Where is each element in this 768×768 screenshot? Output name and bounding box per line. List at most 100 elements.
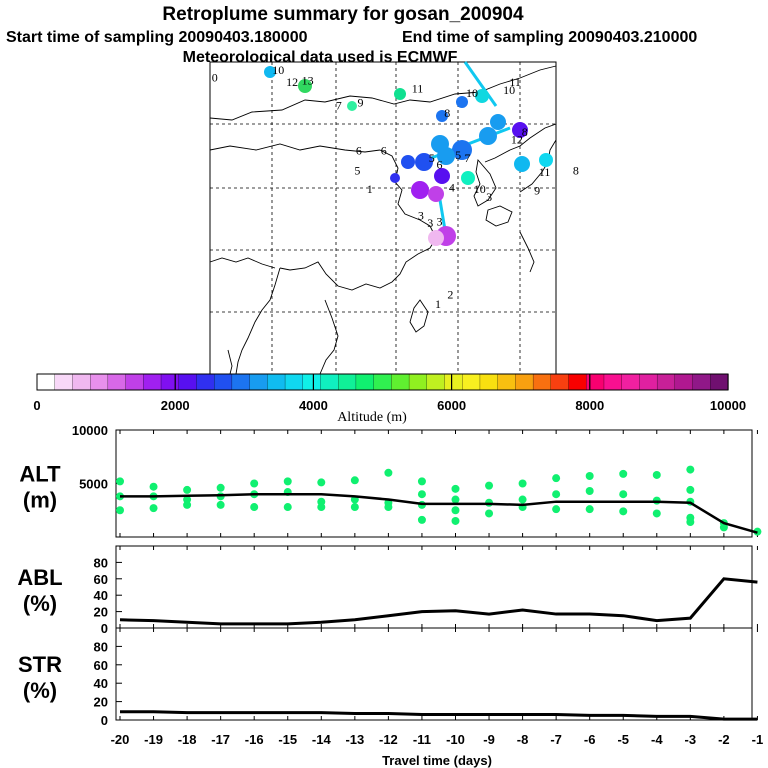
panel-ylabel: ALT — [19, 462, 61, 487]
colorbar-cell — [72, 373, 91, 391]
alt-point — [317, 478, 326, 487]
trajectory-path — [463, 61, 498, 107]
end-time-label: End time of sampling 20090403.210000 — [402, 29, 697, 46]
colorbar-tick-label: 2000 — [161, 398, 190, 413]
x-tick-label: -1 — [752, 732, 764, 747]
alt-point — [585, 505, 594, 514]
colorbar-cell — [373, 373, 393, 391]
trajectory-label: 0 — [212, 71, 218, 85]
colorbar-cell — [36, 373, 56, 391]
plume-circle — [298, 79, 312, 93]
colorbar-cell — [249, 373, 268, 391]
colorbar-cell — [320, 373, 339, 391]
alt-point — [350, 503, 359, 512]
panel-frame — [115, 545, 753, 629]
trajectory-label: 6 — [381, 143, 387, 157]
x-tick-label: -7 — [550, 732, 562, 747]
trajectory-label: 6 — [437, 157, 443, 171]
colorbar-cell — [408, 373, 428, 391]
plume-circle — [475, 89, 489, 103]
colorbar-cell — [621, 373, 641, 391]
alt-point — [116, 506, 124, 515]
start-time-label: Start time of sampling 20090403.180000 — [6, 29, 308, 46]
colorbar-cell — [355, 373, 375, 391]
plume-circle — [431, 135, 449, 153]
alt-point — [552, 474, 561, 483]
trajectory-label: 9 — [357, 95, 363, 109]
plume-circle — [512, 122, 528, 138]
y-tick-label: 40 — [94, 676, 108, 691]
y-tick-label: 60 — [94, 658, 108, 673]
colorbar-ticks: 0 2000 4000 6000 8000 10000 — [33, 374, 746, 413]
y-tick-label: 0 — [101, 621, 108, 636]
trajectory-label: 5 — [455, 148, 461, 162]
coastlines — [209, 65, 557, 375]
colorbar-cell — [214, 373, 233, 391]
colorbar-cell — [426, 373, 446, 391]
trajectory-label: 4 — [449, 181, 455, 195]
alt-point — [686, 518, 695, 527]
alt-point — [585, 486, 594, 495]
colorbar-cell — [710, 373, 729, 391]
alt-point — [652, 509, 661, 518]
plume-circle — [452, 140, 472, 160]
panel-ylabel-unit: (m) — [23, 488, 57, 513]
x-tick-label: -14 — [312, 732, 332, 747]
y-tick-label: 80 — [94, 555, 108, 570]
x-axis-ticks: -20 -19 -18 -17 -16 -15 -14 -13 -12 -11 -10 -9 -8 -7 -… — [111, 732, 764, 747]
plume-circle — [411, 181, 429, 199]
colorbar-cell — [391, 373, 410, 391]
colorbar-tick-label: 8000 — [575, 398, 604, 413]
trajectory-label: 11 — [539, 165, 551, 179]
trajectory-label: 10 — [272, 63, 284, 77]
alt-point — [317, 503, 326, 512]
panel-ylabel-unit: (%) — [23, 591, 57, 616]
plume-circle — [264, 66, 276, 78]
trajectory-label: 6 — [356, 143, 362, 157]
colorbar-tick-label: 4000 — [299, 398, 328, 413]
alt-point — [552, 490, 561, 499]
abl-line — [119, 577, 758, 626]
alt-point — [518, 495, 527, 504]
x-axis-label: Travel time (days) — [382, 753, 492, 768]
colorbar-cell — [90, 373, 109, 391]
plume-circle — [479, 127, 497, 145]
alt-point — [585, 472, 594, 481]
alt-point — [216, 500, 225, 509]
alt-point — [485, 509, 494, 518]
colorbar-cell — [550, 373, 570, 391]
panel-alt: ALT(m) 5000 10000 — [19, 423, 762, 538]
alt-point — [183, 485, 192, 494]
colorbar-cell — [532, 373, 552, 391]
colorbar-cell — [568, 373, 587, 391]
colorbar-cell — [338, 373, 357, 391]
trajectory-label: 5 — [354, 164, 360, 178]
colorbar-cell — [639, 373, 658, 391]
time-series-panels: ALT(m)500010000ABL(%)020406080STR(%)0204… — [17, 423, 763, 747]
x-tick-label: -17 — [211, 732, 230, 747]
alt-point — [384, 503, 393, 512]
alt-point — [619, 490, 628, 499]
trajectory-label: 8 — [573, 164, 579, 178]
plume-circle — [461, 171, 475, 185]
plume-circle — [428, 186, 444, 202]
trajectory-label: 3 — [427, 216, 433, 230]
alt-point — [451, 506, 460, 515]
alt-point — [250, 479, 259, 488]
panel-frame — [115, 627, 753, 721]
panel-str: STR(%) 0 20 40 60 80 — [18, 627, 758, 728]
y-tick-label: 60 — [94, 572, 108, 587]
alt-point — [149, 504, 158, 513]
trajectory-label: 10 — [466, 86, 478, 100]
plume-circle — [456, 96, 468, 108]
colorbar-cell — [178, 373, 198, 391]
x-tick-label: -8 — [517, 732, 529, 747]
colorbar-cell — [267, 373, 286, 391]
trajectory-label: 10 — [474, 182, 486, 196]
alt-point — [451, 484, 460, 493]
colorbar-cell — [125, 373, 144, 391]
alt-point — [485, 481, 494, 490]
colorbar-cell — [603, 373, 623, 391]
